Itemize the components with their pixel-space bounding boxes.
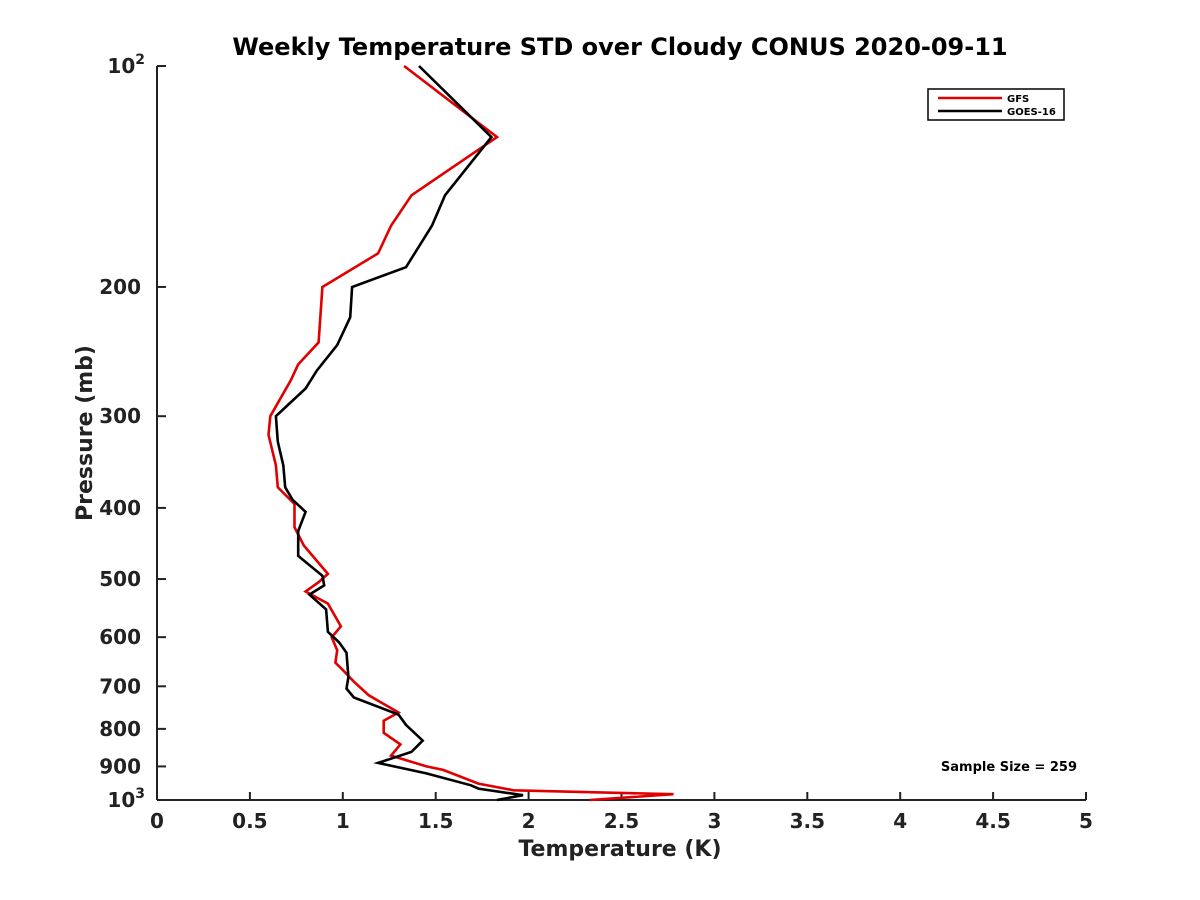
x-axis-ticks: 0 0.5 1 1.5 2 2.5 3 3.5 4 4.5 5 xyxy=(150,792,1093,833)
y-tick-label: 102 xyxy=(107,52,145,78)
y-tick-label: 600 xyxy=(99,625,141,649)
sample-size-annotation: Sample Size = 259 xyxy=(941,760,1077,775)
x-tick-label: 5 xyxy=(1079,809,1093,833)
x-tick-label: 2 xyxy=(522,809,536,833)
y-tick-label: 300 xyxy=(99,404,141,428)
x-tick-label: 4.5 xyxy=(975,809,1010,833)
chart-title: Weekly Temperature STD over Cloudy CONUS… xyxy=(232,33,1007,61)
y-tick-exponent: 3 xyxy=(135,786,145,802)
x-tick-label: 0.5 xyxy=(232,809,267,833)
y-tick-label: 700 xyxy=(99,674,141,698)
x-tick-label: 2.5 xyxy=(604,809,639,833)
x-tick-label: 4 xyxy=(893,809,907,833)
series-line-goes-16 xyxy=(274,65,524,802)
y-axis-label: Pressure (mb) xyxy=(73,345,98,521)
x-axis-label: Temperature (K) xyxy=(518,837,721,862)
y-tick-label: 103 xyxy=(107,786,145,812)
y-tick-label: 400 xyxy=(99,496,141,520)
series-line-gfs xyxy=(267,64,674,802)
x-tick-label: 1 xyxy=(336,809,350,833)
legend-label: GFS xyxy=(1007,94,1029,105)
series-layer xyxy=(267,64,674,802)
x-tick-label: 3.5 xyxy=(790,809,825,833)
x-tick-label: 3 xyxy=(707,809,721,833)
legend-label: GOES-16 xyxy=(1007,107,1056,118)
legend-box xyxy=(927,88,1065,121)
y-tick-label: 200 xyxy=(99,275,141,299)
y-tick-base: 10 xyxy=(107,54,135,78)
y-tick-base: 10 xyxy=(107,788,135,812)
x-tick-label: 0 xyxy=(150,809,164,833)
y-tick-label: 800 xyxy=(99,717,141,741)
y-tick-label: 500 xyxy=(99,567,141,591)
y-tick-exponent: 2 xyxy=(135,52,145,68)
legend: GFS GOES-16 xyxy=(927,88,1065,121)
y-tick-label: 900 xyxy=(99,754,141,778)
x-tick-label: 1.5 xyxy=(418,809,453,833)
